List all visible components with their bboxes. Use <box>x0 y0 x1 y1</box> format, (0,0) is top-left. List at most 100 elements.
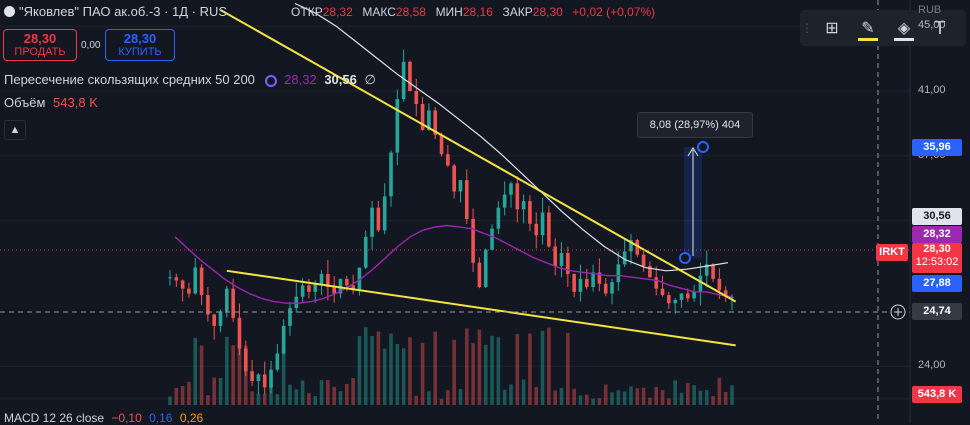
volume-bar <box>294 389 299 405</box>
currency-label[interactable]: RUB <box>918 4 942 16</box>
collapse-legend-button[interactable]: ▲ <box>4 120 26 140</box>
volume-bar <box>471 343 475 405</box>
candle-body <box>313 283 318 292</box>
macd-legend[interactable]: MACD 12 26 close −0,10 0,16 0,26 <box>4 411 203 425</box>
ma200-line <box>294 2 729 272</box>
volume-bar <box>206 395 210 405</box>
candle-body <box>704 264 709 276</box>
volume-bar <box>673 380 677 405</box>
candle-body <box>660 288 665 296</box>
bar-timer: 12:53:02 <box>915 256 959 268</box>
trendline-lower[interactable] <box>226 269 736 347</box>
macd-value-3: 0,26 <box>179 411 204 425</box>
measure-tooltip: 8,08 (28,97%) 404 <box>637 112 753 138</box>
ma-white-axis-tag: 30,56 <box>912 208 962 225</box>
candle-body <box>376 207 381 231</box>
candle-body <box>572 274 576 292</box>
candle-body <box>578 278 583 292</box>
candle-body <box>256 374 261 381</box>
candle-body <box>597 272 602 284</box>
fill-bucket-icon[interactable]: ◈ <box>886 10 922 46</box>
volume-bar <box>591 398 595 405</box>
buy-button[interactable]: 28,30 КУПИТЬ <box>105 29 175 61</box>
volume-bar <box>540 330 545 405</box>
volume-bar <box>439 398 444 405</box>
candle-body <box>420 103 425 130</box>
ma-cross-legend[interactable]: Пересечение скользящих средних 50 200 28… <box>4 72 376 88</box>
pencil-icon[interactable]: ✎ <box>850 10 886 46</box>
candle-body <box>610 282 614 294</box>
trendline-upper[interactable] <box>220 9 737 303</box>
volume-bar <box>180 386 185 405</box>
sell-button[interactable]: 28,30 ПРОДАТЬ <box>3 29 77 61</box>
candle-body <box>319 274 324 284</box>
ma200-axis-tag: 35,96 <box>912 139 962 156</box>
candle-body <box>389 152 393 197</box>
open-label: ОТКР <box>291 5 323 19</box>
volume-bar <box>382 348 387 405</box>
volume-axis-tag: 543,8 K <box>912 386 962 403</box>
toolbar-drag-handle[interactable]: ⋮ <box>801 21 813 35</box>
volume-bar <box>250 391 254 405</box>
candle-body <box>622 251 627 265</box>
candle-body <box>281 325 286 354</box>
volume-bar <box>446 390 450 405</box>
axis-tick-label: 24,00 <box>918 359 946 372</box>
volume-bar <box>338 391 343 405</box>
volume-bar <box>692 385 696 405</box>
close-label: ЗАКР <box>502 5 533 19</box>
candle-body <box>528 201 532 224</box>
candle-body <box>566 253 570 275</box>
volume-bar <box>231 345 235 405</box>
ma-label: Пересечение скользящих средних 50 200 <box>4 72 255 87</box>
ma-value-1: 28,32 <box>284 72 317 87</box>
volume-bar <box>168 396 172 405</box>
measure-handle-top[interactable] <box>697 141 709 153</box>
volume-bar <box>389 333 393 405</box>
low-label: МИН <box>435 5 463 19</box>
candle-body <box>237 317 242 349</box>
add-widgets-icon[interactable]: ⊞ <box>825 20 839 37</box>
ma50-line <box>174 224 733 304</box>
volume-bar <box>199 345 204 405</box>
candle-body <box>225 288 229 312</box>
candle-body <box>307 285 311 292</box>
candle-body <box>446 154 450 166</box>
volume-bar <box>414 395 419 405</box>
volume-bar <box>629 386 633 405</box>
candle-body <box>540 212 545 236</box>
chart-grid <box>0 25 910 400</box>
volume-legend[interactable]: Объём 543,8 K <box>4 95 98 110</box>
volume-bar <box>635 388 640 405</box>
candle-body <box>269 369 273 388</box>
settings-icon[interactable] <box>264 75 277 87</box>
candle-body <box>439 134 444 155</box>
volume-bar <box>458 389 463 405</box>
candle-body <box>408 61 412 91</box>
volume-label: Объём <box>4 95 46 110</box>
volume-bar <box>313 396 318 405</box>
low-value: 28,16 <box>462 5 493 19</box>
volume-bar <box>357 336 362 405</box>
volume-bar <box>408 337 412 405</box>
candle-body <box>629 240 633 252</box>
candle-body <box>641 254 646 266</box>
candle-body <box>370 207 374 237</box>
candle-body <box>427 110 431 130</box>
symbol-header[interactable]: "Яковлев" ПАО ак.об.-3 · 1Д · RUS ОТКР 28… <box>4 4 661 19</box>
candle-body <box>711 264 715 279</box>
candle-body <box>685 293 690 299</box>
volume-bar <box>578 395 583 405</box>
measure-handle-bottom[interactable] <box>679 252 691 264</box>
volume-bar <box>616 390 621 405</box>
exchange-logo-icon <box>4 6 15 17</box>
text-tool-icon[interactable]: T <box>934 17 946 38</box>
volume-bar <box>262 393 267 405</box>
volume-bar <box>307 393 311 405</box>
volume-bar <box>603 384 608 405</box>
candle-body <box>496 207 501 229</box>
symbol-title[interactable]: "Яковлев" ПАО ак.об.-3 · 1Д · RUS <box>19 4 228 19</box>
candle-body <box>345 278 349 286</box>
volume-bar <box>711 396 715 405</box>
